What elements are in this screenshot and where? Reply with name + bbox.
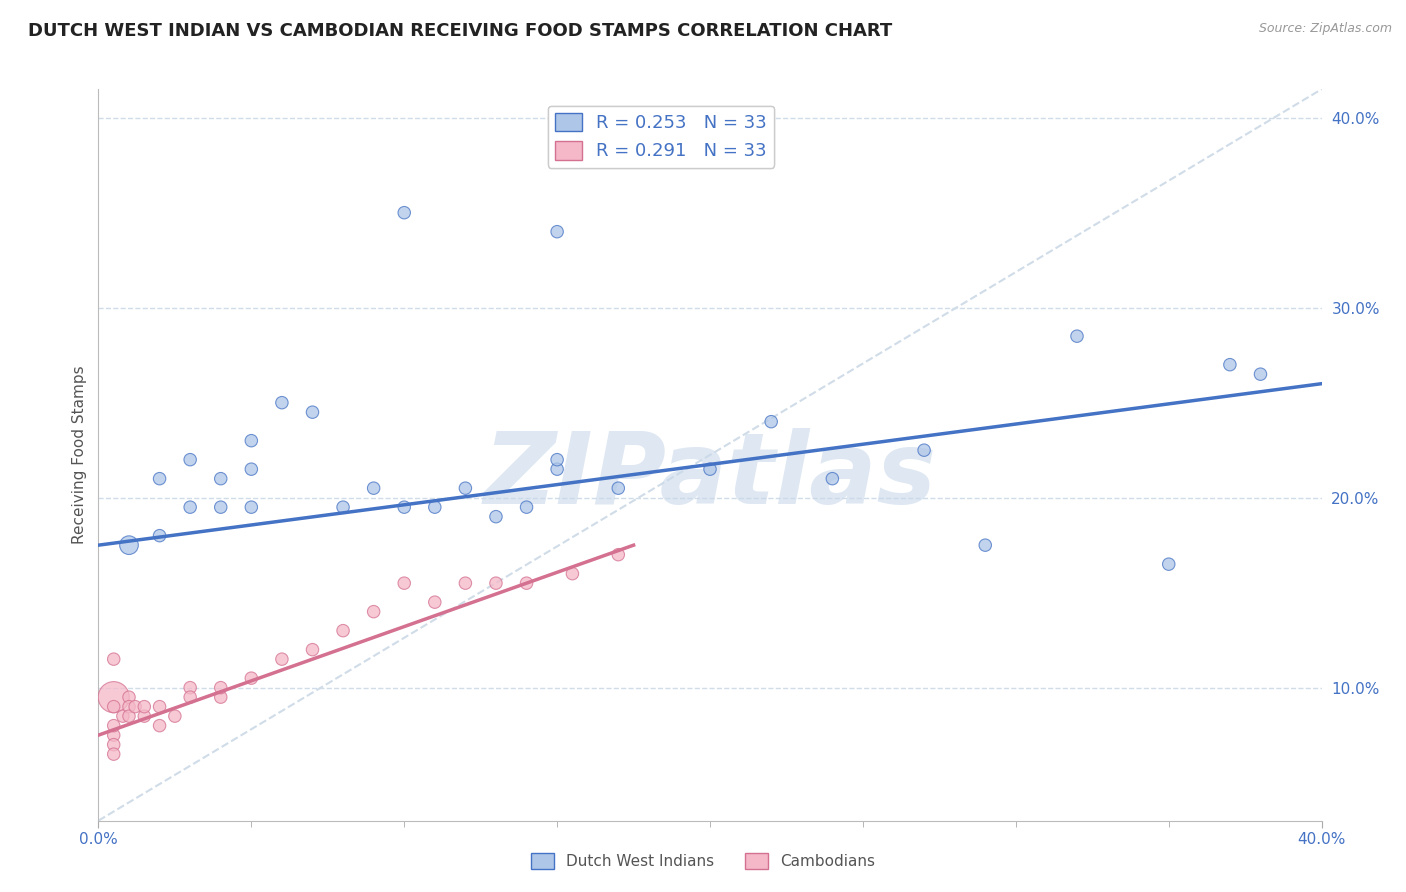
- Point: [103, 699, 125, 714]
- Point: [118, 699, 141, 714]
- Point: [209, 690, 232, 705]
- Point: [485, 509, 508, 524]
- Point: [1249, 367, 1271, 381]
- Point: [423, 595, 446, 609]
- Point: [516, 500, 538, 515]
- Point: [1219, 358, 1241, 372]
- Point: [179, 500, 201, 515]
- Point: [392, 500, 416, 515]
- Point: [546, 452, 568, 467]
- Y-axis label: Receiving Food Stamps: Receiving Food Stamps: [72, 366, 87, 544]
- Point: [240, 434, 263, 448]
- Point: [209, 500, 232, 515]
- Point: [363, 605, 385, 619]
- Point: [103, 747, 125, 761]
- Point: [103, 728, 125, 742]
- Point: [240, 500, 263, 515]
- Point: [821, 472, 844, 486]
- Point: [332, 624, 354, 638]
- Point: [149, 472, 172, 486]
- Point: [270, 652, 292, 666]
- Point: [392, 576, 416, 591]
- Point: [134, 699, 156, 714]
- Text: DUTCH WEST INDIAN VS CAMBODIAN RECEIVING FOOD STAMPS CORRELATION CHART: DUTCH WEST INDIAN VS CAMBODIAN RECEIVING…: [28, 22, 893, 40]
- Point: [118, 709, 141, 723]
- Point: [699, 462, 721, 476]
- Point: [149, 699, 172, 714]
- Point: [118, 538, 141, 552]
- Text: Source: ZipAtlas.com: Source: ZipAtlas.com: [1258, 22, 1392, 36]
- Point: [454, 481, 477, 495]
- Point: [179, 681, 201, 695]
- Point: [363, 481, 385, 495]
- Point: [209, 681, 232, 695]
- Point: [163, 709, 186, 723]
- Point: [546, 225, 568, 239]
- Legend: Dutch West Indians, Cambodians: Dutch West Indians, Cambodians: [524, 847, 882, 875]
- Point: [103, 738, 125, 752]
- Point: [546, 462, 568, 476]
- Point: [332, 500, 354, 515]
- Point: [240, 671, 263, 685]
- Point: [423, 500, 446, 515]
- Point: [607, 481, 630, 495]
- Point: [149, 719, 172, 733]
- Point: [974, 538, 997, 552]
- Point: [561, 566, 583, 581]
- Point: [485, 576, 508, 591]
- Point: [454, 576, 477, 591]
- Point: [912, 443, 935, 458]
- Point: [270, 395, 292, 409]
- Point: [149, 529, 172, 543]
- Point: [179, 690, 201, 705]
- Point: [759, 415, 782, 429]
- Point: [111, 709, 134, 723]
- Point: [392, 205, 416, 219]
- Legend: R = 0.253   N = 33, R = 0.291   N = 33: R = 0.253 N = 33, R = 0.291 N = 33: [548, 105, 775, 168]
- Point: [1157, 557, 1180, 571]
- Point: [301, 405, 323, 419]
- Point: [103, 690, 125, 705]
- Point: [240, 462, 263, 476]
- Point: [134, 709, 156, 723]
- Point: [118, 690, 141, 705]
- Point: [209, 472, 232, 486]
- Text: ZIPatlas: ZIPatlas: [484, 428, 936, 525]
- Point: [103, 719, 125, 733]
- Point: [301, 642, 323, 657]
- Point: [124, 699, 146, 714]
- Point: [103, 652, 125, 666]
- Point: [1066, 329, 1088, 343]
- Point: [607, 548, 630, 562]
- Point: [179, 452, 201, 467]
- Point: [516, 576, 538, 591]
